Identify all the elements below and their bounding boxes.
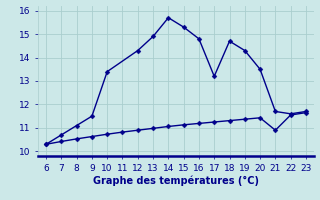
X-axis label: Graphe des températures (°C): Graphe des températures (°C): [93, 175, 259, 186]
